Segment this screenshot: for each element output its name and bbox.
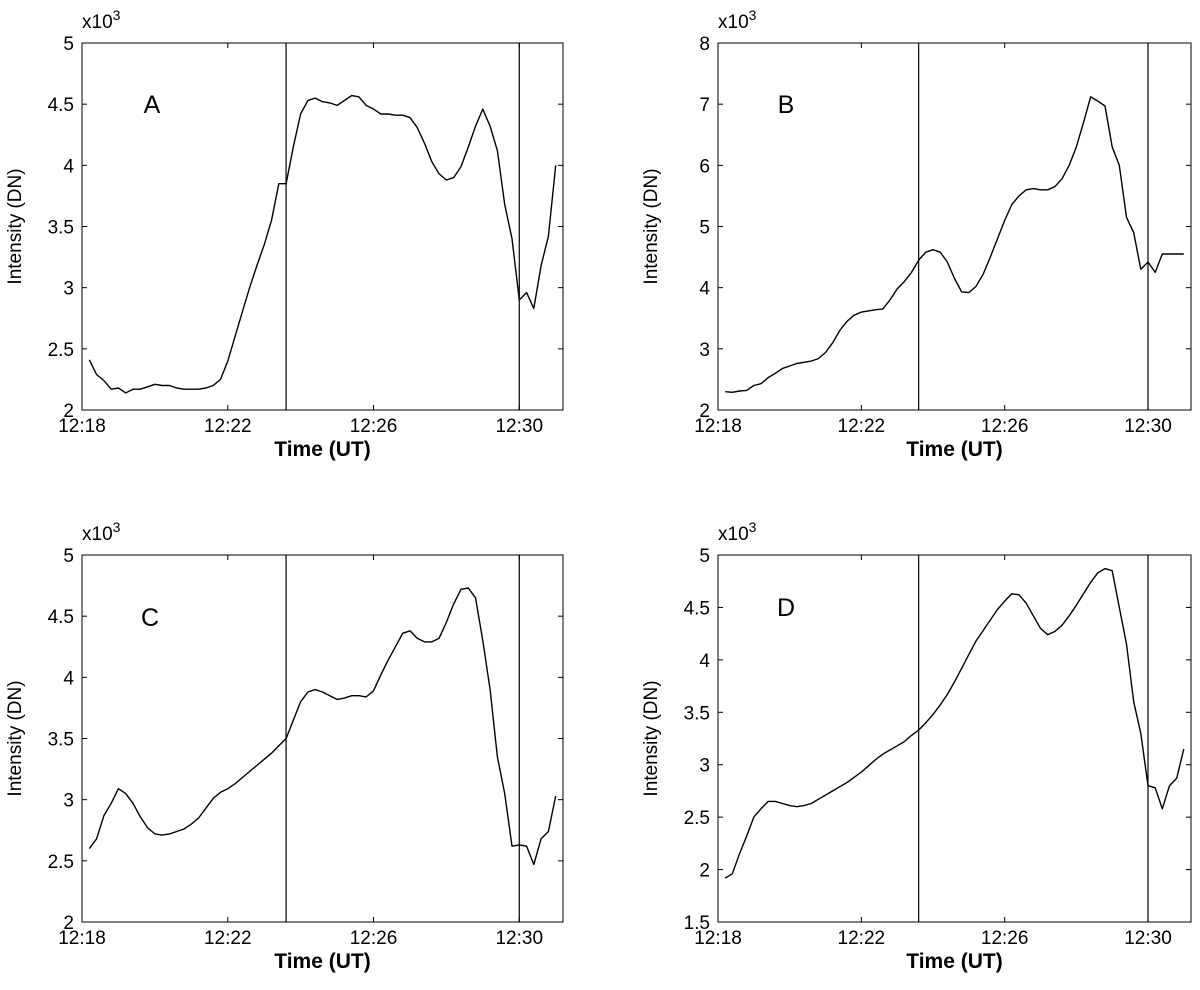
y-tick-label: 3.5 xyxy=(48,218,74,239)
panel-letter: B xyxy=(778,91,795,119)
y-tick-label: 7 xyxy=(699,95,710,116)
y-tick-label: 4.5 xyxy=(48,607,74,628)
y-tick-label: 4.5 xyxy=(684,598,710,619)
y-multiplier: x103 xyxy=(82,7,121,33)
y-tick-label: 4 xyxy=(63,156,74,177)
y-tick-label: 4.5 xyxy=(48,95,74,116)
y-tick-label: 3 xyxy=(699,756,710,777)
y-axis-title: Intensity (DN) xyxy=(5,168,26,284)
x-tick-label: 12:22 xyxy=(204,928,252,949)
x-tick-label: 12:30 xyxy=(495,416,543,437)
y-tick-label: 8 xyxy=(699,34,710,55)
y-multiplier: x103 xyxy=(82,519,121,545)
y-tick-label: 4 xyxy=(699,651,710,672)
y-tick-label: 2.5 xyxy=(48,340,74,361)
series-line-c xyxy=(88,587,557,866)
y-tick-label: 5 xyxy=(63,546,74,567)
y-multiplier: x103 xyxy=(718,519,757,545)
y-tick-label: 3 xyxy=(63,279,74,300)
y-multiplier-base: x10 xyxy=(82,524,113,545)
x-tick-label: 12:22 xyxy=(838,928,886,949)
x-tick-label: 12:18 xyxy=(694,416,742,437)
y-multiplier: x103 xyxy=(718,7,757,33)
y-tick-label: 2.5 xyxy=(684,808,710,829)
panel-c: 12:18 12:22 12:26 12:3022.533.544.55x103CTi… xyxy=(5,519,564,973)
y-tick-label: 6 xyxy=(699,156,710,177)
x-tick-label: 12:18 xyxy=(58,928,106,949)
y-multiplier-base: x10 xyxy=(718,12,749,33)
y-tick-label: 5 xyxy=(699,218,710,239)
y-tick-label: 4 xyxy=(63,668,74,689)
x-tick-label: 12:22 xyxy=(204,416,252,437)
y-axis-title: Intensity (DN) xyxy=(5,680,26,796)
y-multiplier-exp: 3 xyxy=(749,519,757,535)
y-multiplier-base: x10 xyxy=(718,524,749,545)
x-tick-label: 12:22 xyxy=(838,416,886,437)
x-tick-label: 12:18 xyxy=(694,928,742,949)
series-line-a xyxy=(88,94,557,394)
x-tick-label: 12:26 xyxy=(981,416,1029,437)
x-tick-label: 12:26 xyxy=(350,416,398,437)
x-tick-label: 12:30 xyxy=(1124,928,1172,949)
panel-letter: C xyxy=(141,604,159,632)
y-tick-label: 3.5 xyxy=(684,703,710,724)
panel-a: 12:18 12:22 12:26 12:3022.533.544.55x103ATi… xyxy=(5,7,564,461)
y-axis-title: Intensity (DN) xyxy=(641,680,662,796)
x-tick-label: 12:30 xyxy=(1124,416,1172,437)
y-tick-label: 2 xyxy=(699,861,710,882)
y-tick-label: 2 xyxy=(63,401,74,422)
y-tick-label: 2 xyxy=(63,913,74,934)
y-tick-label: 2.5 xyxy=(48,852,74,873)
y-tick-label: 2 xyxy=(699,401,710,422)
y-multiplier-exp: 3 xyxy=(113,519,121,535)
plot-frame xyxy=(717,554,1192,923)
x-tick-label: 12:26 xyxy=(981,928,1029,949)
series-line-d xyxy=(724,567,1185,879)
x-axis-title: Time (UT) xyxy=(274,950,370,973)
x-tick-label: 12:30 xyxy=(495,928,543,949)
x-tick-label: 12:18 xyxy=(58,416,106,437)
y-tick-label: 4 xyxy=(699,279,710,300)
y-tick-label: 5 xyxy=(699,546,710,567)
x-axis-title: Time (UT) xyxy=(906,950,1002,973)
x-tick-label: 12:26 xyxy=(350,928,398,949)
y-tick-label: 3 xyxy=(699,340,710,361)
series-line-b xyxy=(725,96,1184,393)
panel-letter: D xyxy=(777,594,795,622)
y-tick-label: 3 xyxy=(63,791,74,812)
x-axis-title: Time (UT) xyxy=(906,438,1002,461)
x-axis-title: Time (UT) xyxy=(274,438,370,461)
y-multiplier-exp: 3 xyxy=(749,7,757,23)
y-axis-title: Intensity (DN) xyxy=(641,168,662,284)
panel-d: 12:18 12:22 12:26 12:301.522.533.544.55x103… xyxy=(641,519,1192,973)
y-multiplier-exp: 3 xyxy=(113,7,121,23)
y-tick-label: 1.5 xyxy=(684,913,710,934)
panel-letter: A xyxy=(144,91,161,119)
y-tick-label: 5 xyxy=(63,34,74,55)
y-tick-label: 3.5 xyxy=(48,730,74,751)
y-multiplier-base: x10 xyxy=(82,12,113,33)
